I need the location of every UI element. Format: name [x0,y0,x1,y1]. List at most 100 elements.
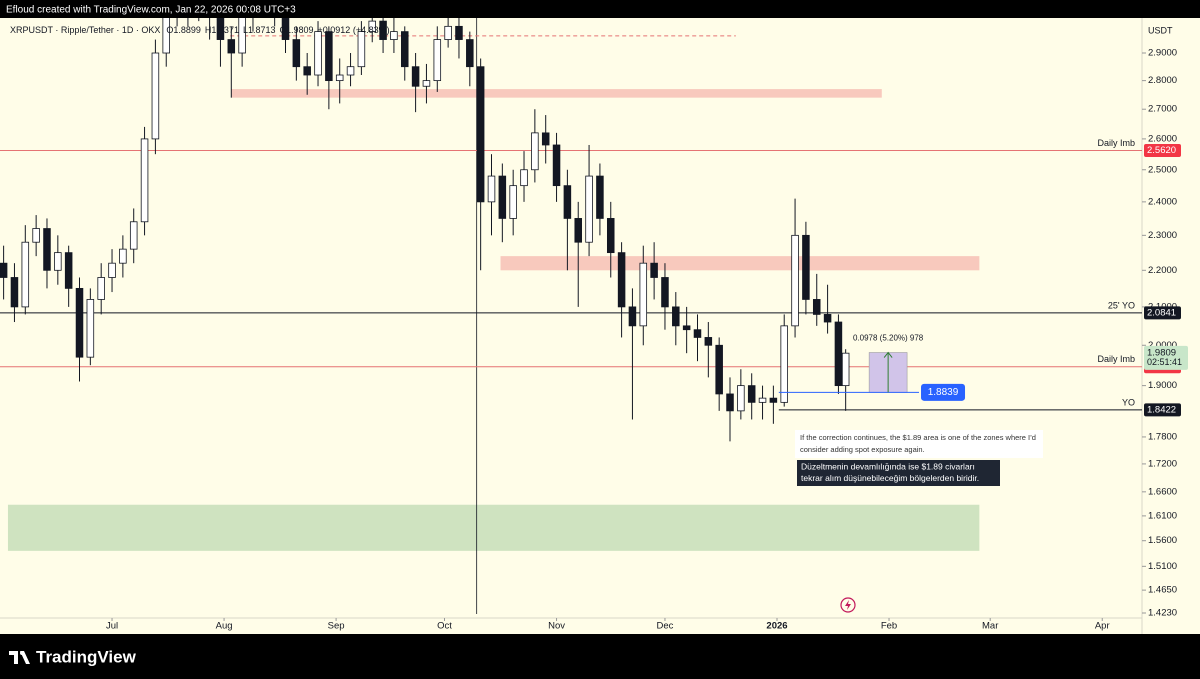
candle-body [682,325,691,331]
candle-body [498,175,507,219]
y-tick-label: 1.6600 [1148,486,1177,497]
y-tick-label: 2.2000 [1148,265,1177,276]
zone [7,504,980,551]
y-tick-label: 1.7200 [1148,458,1177,469]
candle-body [151,52,160,140]
price-tag [1144,143,1181,157]
price-tag-label: 2.5620 [1147,145,1176,156]
price-tag [1144,306,1181,320]
ohlc-change: +0.0912 (+4.83%) [318,25,390,35]
candle-body [802,234,810,300]
candle-body [715,344,723,395]
brand: TradingView [36,647,137,666]
candle-body [75,287,84,358]
price-tag-label: 1.8422 [1147,404,1176,415]
candle-body [21,241,30,308]
note-tr-box [797,460,1000,486]
candle-body [325,31,333,82]
candle-body [552,144,561,187]
candle-body [303,66,311,76]
candle-body [585,175,593,243]
candle-body [357,31,366,68]
x-tick-label: Nov [548,621,565,632]
y-tick-label: 1.5600 [1148,535,1177,546]
candle-body [281,18,290,40]
candle-body [574,218,582,243]
candle-body [0,262,8,278]
candle-body [238,18,246,54]
x-tick-label: Mar [982,621,998,632]
candle-body [433,39,442,82]
tradingview-logo [9,651,30,664]
candle-body [628,306,637,327]
candle-body [108,262,116,278]
entry-tag [921,383,966,401]
y-tick-label: 2.8000 [1148,75,1177,86]
note-tr-line: Düzeltmenin devamlılığında ise $1.89 civ… [801,461,975,471]
candle-body [227,39,236,54]
y-tick-label: 1.4230 [1148,608,1177,619]
candle-body [162,18,171,54]
y-tick-label: 1.9000 [1148,380,1177,391]
candle-body [10,277,19,308]
last-price-tag [1144,345,1188,370]
candle-body [487,175,496,203]
candle-body [400,31,409,68]
note-en-box [795,430,1043,458]
candle-body [747,385,756,403]
candle-body [476,66,485,203]
y-tick-label: 2.0000 [1148,340,1177,351]
candle-body [726,393,734,412]
candle-body [672,306,680,327]
note-en-line: If the correction continues, the $1.89 a… [800,433,1036,442]
top-bar [0,0,1200,18]
position-arrow-head [883,351,893,358]
x-tick-label: Sep [328,621,345,632]
ohlc-high: H1.9371 [205,25,239,35]
candle-body [650,262,658,278]
x-tick-label: 2026 [766,621,787,632]
level-name: Daily Imb [1097,138,1135,148]
position-label: 0.0978 (5.20%) 978 [853,334,924,343]
candle-body [140,138,149,223]
note-en-line: consider adding spot exposure again. [800,445,925,454]
ohlc-open: O1.8899 [166,25,201,35]
y-tick-label: 2.5000 [1148,164,1177,175]
bottom-bar [0,634,1200,679]
candle-body [335,74,344,82]
level-name: YO [1122,397,1135,407]
y-tick-label: 1.7800 [1148,431,1177,442]
candle-body [119,248,127,264]
candle-body [758,397,767,403]
candle-body [444,25,452,40]
candle-body [693,329,702,338]
candle-body [64,252,73,289]
candle-body [314,31,322,76]
candle-body [466,39,474,68]
y-tick-label: 2.7000 [1148,104,1177,115]
candle-body [379,20,387,40]
plot-area [0,18,1142,614]
y-tick-label: 1.5100 [1148,561,1177,572]
price-tag [1144,403,1181,417]
candle-body [346,66,355,76]
candle-body [704,337,713,346]
candle-body [834,321,843,387]
header-text: Efloud created with TradingView.com, Jan… [6,5,296,16]
symbol: XRPUSDT · Ripple/Tether · 1D · OKX [10,25,160,35]
y-tick-label: 2.4000 [1148,196,1177,207]
x-tick-label: Aug [216,621,233,632]
candle-body [216,18,225,40]
countdown: 02:51:41 [1147,357,1182,367]
level-name: Daily Imb [1097,354,1135,364]
candle-body [129,221,138,250]
candle-body [97,277,105,300]
candle-body [841,352,850,387]
level-name: 25' YO [1108,300,1135,310]
candle-body [411,66,420,87]
candle-body [292,39,301,68]
candle-body [737,385,745,412]
candle-body [812,299,821,315]
ohlc-low: L1.8713 [243,25,276,35]
candle-body [661,277,669,308]
